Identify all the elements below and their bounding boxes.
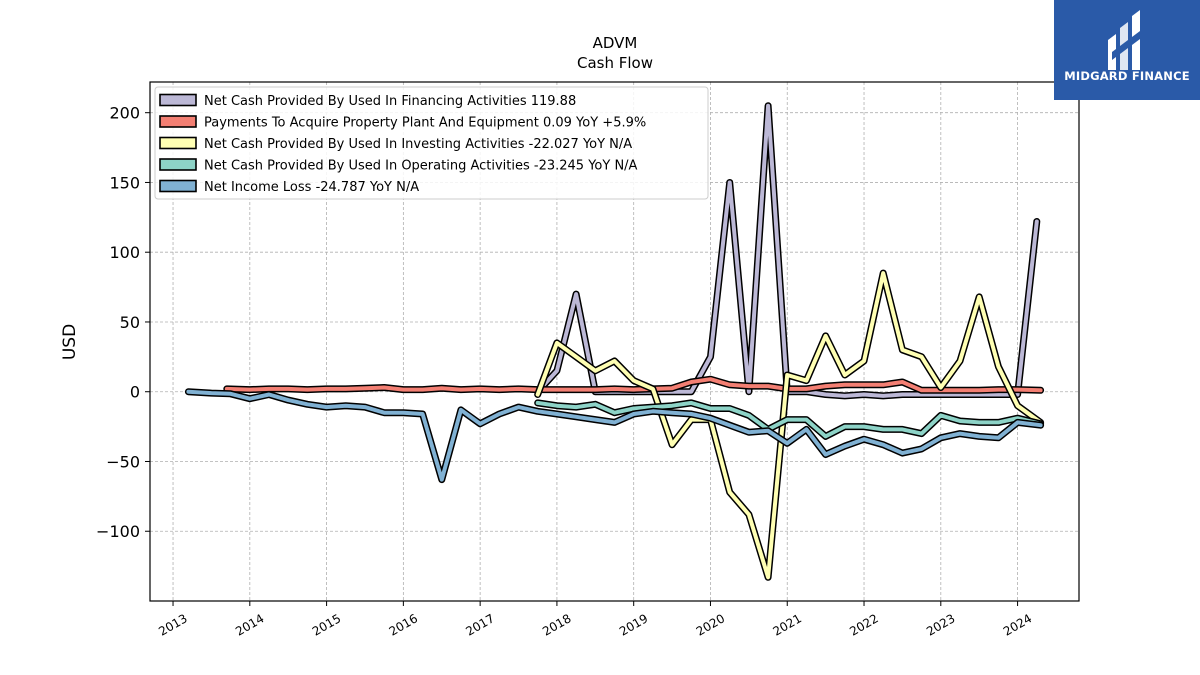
legend-label: Net Cash Provided By Used In Investing A… (204, 137, 632, 152)
legend-swatch (159, 115, 197, 128)
legend-label: Net Income Loss -24.787 YoY N/A (204, 180, 419, 195)
x-tick-label: 2020 (694, 611, 727, 638)
y-tick-label: 50 (120, 313, 140, 332)
series-line-3 (535, 400, 1043, 439)
legend-swatch (159, 158, 197, 171)
chart-subtitle: Cash Flow (577, 54, 653, 72)
x-tick-label: 2016 (387, 611, 420, 638)
x-tick-label: 2019 (617, 611, 650, 638)
legend-swatch (159, 93, 197, 107)
series-line-4 (186, 389, 1043, 482)
legend-swatch (159, 136, 197, 150)
legend-box (154, 86, 709, 200)
series-line-2 (535, 271, 1043, 580)
y-axis-label: USD (60, 324, 80, 360)
x-tick-label: 2021 (771, 611, 804, 638)
chart-title: ADVM (593, 34, 638, 52)
series-line-1 (224, 377, 1043, 393)
x-tick-label: 2015 (310, 611, 343, 638)
x-tick-label: 2017 (463, 611, 496, 638)
x-tick-label: 2013 (156, 611, 189, 638)
x-tick-label: 2022 (847, 611, 880, 638)
x-tick-label: 2018 (540, 611, 573, 638)
legend-label: Net Cash Provided By Used In Financing A… (204, 94, 576, 109)
midgard-logo-icon (1108, 10, 1144, 70)
y-tick-label: −50 (106, 452, 140, 471)
legend: Net Cash Provided By Used In Financing A… (154, 86, 709, 200)
plot-frame (149, 81, 1080, 602)
x-tick-label: 2024 (1001, 611, 1034, 638)
x-tick-label: 2014 (233, 611, 266, 638)
y-tick-label: 200 (109, 104, 140, 123)
legend-swatch (159, 179, 197, 193)
midgard-finance-logo: MIDGARD FINANCE (1054, 0, 1200, 100)
y-tick-label: 150 (109, 173, 140, 192)
series-lines (184, 102, 1045, 581)
x-tick-label: 2023 (924, 611, 957, 638)
y-tick-label: 100 (109, 243, 140, 262)
logo-text: MIDGARD FINANCE (1064, 69, 1190, 83)
legend-label: Payments To Acquire Property Plant And E… (204, 116, 646, 131)
y-tick-label: −100 (96, 522, 140, 541)
y-tick-label: 0 (130, 383, 140, 402)
legend-label: Net Cash Provided By Used In Operating A… (204, 159, 638, 174)
